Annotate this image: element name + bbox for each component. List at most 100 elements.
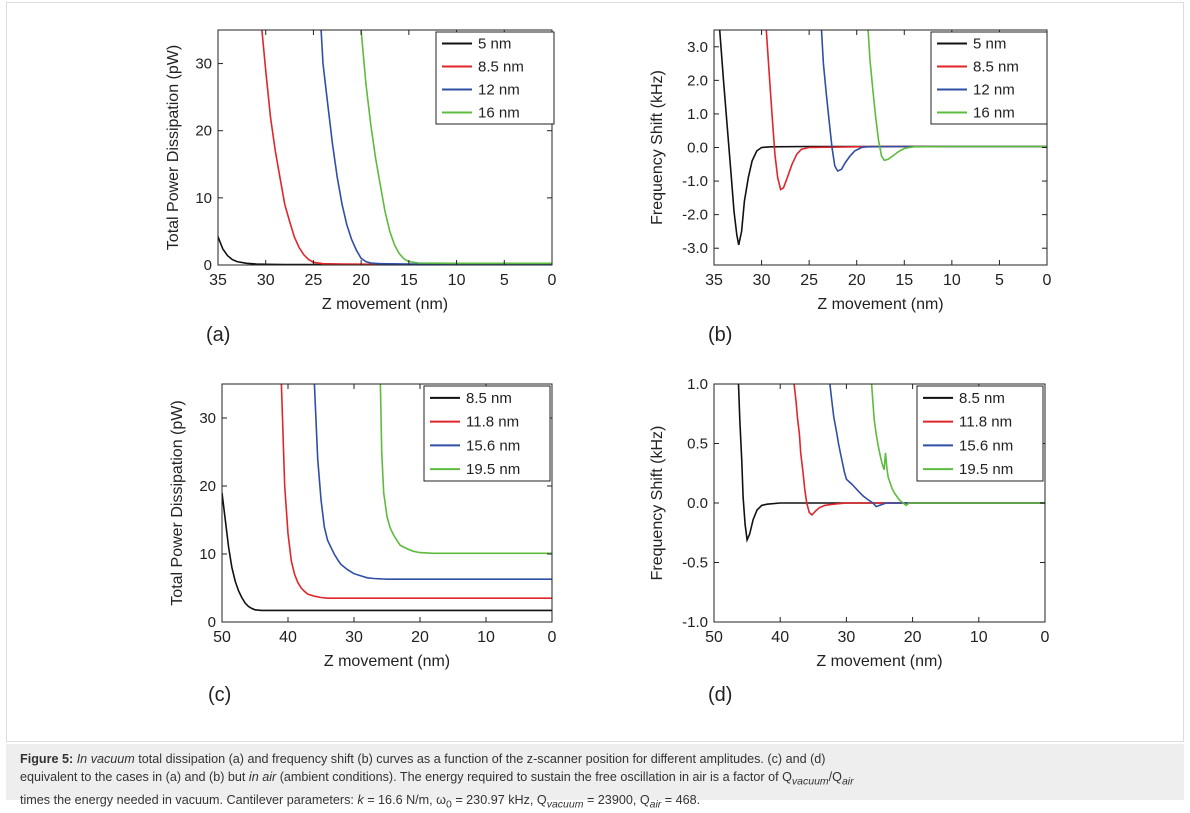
x-tick-label: 10 bbox=[943, 272, 961, 289]
caption-italic-1: In vacuum bbox=[76, 752, 135, 766]
x-tick-label: 0 bbox=[548, 629, 557, 646]
y-tick-label: 1.0 bbox=[687, 106, 708, 123]
y-tick-label: -2.0 bbox=[682, 207, 708, 224]
legend-box bbox=[916, 385, 1044, 482]
x-axis-label: Z movement (nm) bbox=[816, 653, 942, 670]
y-axis-label: Total Power Dissipation (pW) bbox=[165, 45, 182, 250]
chart-panel-a: 35 30 25 20 15 10 5 0 0 10 20 30 Z movement (nm) Tota… bbox=[165, 29, 557, 346]
series-line-12-nm bbox=[320, 30, 552, 265]
caption-sub-vacuum: vacuum bbox=[791, 775, 829, 788]
series-line-16-nm bbox=[360, 30, 552, 265]
panel-label: (a) bbox=[206, 324, 230, 346]
y-tick-label: 10 bbox=[195, 190, 212, 207]
legend-label: 12 nm bbox=[478, 82, 520, 99]
figure-frame bbox=[6, 2, 1184, 742]
y-tick-label: 3.0 bbox=[687, 39, 708, 56]
plot-frame bbox=[217, 29, 553, 266]
x-axis-label: Z movement (nm) bbox=[817, 296, 943, 313]
y-tick-label: 2.0 bbox=[687, 72, 708, 89]
x-tick-label: 40 bbox=[279, 629, 297, 646]
x-tick-label: 20 bbox=[352, 272, 370, 289]
y-axis-label: Frequency Shift (kHz) bbox=[649, 426, 666, 581]
x-tick-label: 25 bbox=[800, 272, 818, 289]
x-tick-label: 25 bbox=[305, 272, 323, 289]
panel-label: (c) bbox=[208, 684, 231, 706]
caption-text-3a: times the energy needed in vacuum. Canti… bbox=[20, 792, 358, 807]
x-tick-label: 20 bbox=[411, 629, 429, 646]
caption-k: k bbox=[357, 792, 364, 807]
series-line-15-6-nm bbox=[313, 384, 552, 581]
x-tick-label: 20 bbox=[848, 272, 866, 289]
caption-sub-vacuum-2: vacuum bbox=[546, 798, 584, 811]
panel-label: (d) bbox=[708, 684, 732, 706]
series-line-19-5-nm bbox=[870, 384, 1045, 507]
chart-panel-b: 35 30 25 20 15 10 5 0 -3.0 -2.0 -1.0 0.0 1.0 2.0 3.0 Z … bbox=[649, 29, 1052, 346]
y-tick-label: 10 bbox=[199, 546, 216, 563]
legend-label: 12 nm bbox=[973, 82, 1015, 99]
x-tick-label: 0 bbox=[1043, 272, 1052, 289]
x-tick-label: 30 bbox=[753, 272, 771, 289]
legend-label: 8.5 nm bbox=[973, 59, 1019, 76]
y-tick-label: 1.0 bbox=[687, 376, 708, 393]
y-tick-label: 0.0 bbox=[687, 495, 708, 512]
caption-sub-air: air bbox=[841, 775, 854, 788]
legend-box bbox=[435, 31, 555, 125]
caption-text-3b: = 16.6 N/m, ω bbox=[363, 792, 446, 807]
legend-box bbox=[930, 31, 1048, 125]
legend-label: 5 nm bbox=[973, 36, 1006, 53]
series-line-11-8-nm bbox=[793, 384, 1045, 517]
y-tick-label: 0.5 bbox=[687, 436, 708, 453]
chart-panel-c: 50 40 30 20 10 0 0 10 20 30 Z movement (nm) Total P… bbox=[169, 383, 557, 706]
x-tick-label: 35 bbox=[209, 272, 227, 289]
y-tick-label: -0.5 bbox=[682, 555, 708, 572]
x-tick-label: 35 bbox=[705, 272, 723, 289]
x-tick-label: 5 bbox=[500, 272, 509, 289]
caption-label: Figure 5: bbox=[20, 752, 74, 766]
caption-sub-air-2: air bbox=[649, 798, 662, 811]
caption-text-1: total dissipation (a) and frequency shif… bbox=[134, 752, 826, 766]
x-tick-label: 30 bbox=[257, 272, 275, 289]
x-tick-label: 30 bbox=[838, 629, 856, 646]
x-tick-label: 5 bbox=[995, 272, 1004, 289]
series-line-8-5-nm bbox=[222, 492, 552, 612]
legend-label: 16 nm bbox=[973, 105, 1015, 122]
x-tick-label: 15 bbox=[400, 272, 418, 289]
legend-label: 16 nm bbox=[478, 105, 520, 122]
legend-label: 8.5 nm bbox=[478, 59, 524, 76]
caption-italic-2: in air bbox=[248, 770, 277, 784]
caption-text-2b: (ambient conditions). The energy require… bbox=[276, 770, 792, 784]
x-tick-label: 10 bbox=[477, 629, 495, 646]
legend-label: 19.5 nm bbox=[466, 461, 520, 478]
x-tick-label: 40 bbox=[771, 629, 789, 646]
y-tick-label: -3.0 bbox=[682, 240, 708, 257]
series-line-15-6-nm bbox=[829, 384, 1045, 508]
caption-text-2c: /Q bbox=[828, 770, 842, 784]
series-line-5-nm bbox=[218, 233, 552, 265]
x-tick-label: 20 bbox=[904, 629, 922, 646]
y-axis-label: Frequency Shift (kHz) bbox=[649, 70, 666, 225]
caption-text-3c: = 230.97 kHz, Q bbox=[451, 792, 547, 807]
y-tick-label: 0 bbox=[208, 614, 216, 631]
series-line-11-8-nm bbox=[280, 384, 552, 600]
panel-label: (b) bbox=[708, 324, 732, 346]
y-axis-label: Total Power Dissipation (pW) bbox=[169, 400, 186, 605]
x-axis-label: Z movement (nm) bbox=[324, 653, 450, 670]
y-tick-label: 30 bbox=[195, 56, 212, 73]
y-tick-label: -1.0 bbox=[682, 173, 708, 190]
y-tick-label: 20 bbox=[199, 478, 216, 495]
plot-frame bbox=[221, 383, 553, 623]
legend-box bbox=[423, 385, 551, 482]
legend-label: 11.8 nm bbox=[466, 414, 519, 431]
x-tick-label: 10 bbox=[448, 272, 466, 289]
figure-caption: Figure 5: In vacuum total dissipation (a… bbox=[6, 744, 1184, 810]
legend-label: 11.8 nm bbox=[959, 414, 1012, 431]
y-tick-label: 0 bbox=[204, 257, 212, 274]
series-line-19-5-nm bbox=[379, 384, 552, 555]
chart-panel-d: 50 40 30 20 10 0 -1.0 -0.5 0.0 0.5 1.0 Z movement (… bbox=[649, 376, 1050, 706]
caption-text-3e: = 468. bbox=[661, 792, 701, 807]
legend-label: 15.6 nm bbox=[959, 437, 1013, 454]
x-tick-label: 50 bbox=[213, 629, 231, 646]
series-line-16-nm bbox=[867, 30, 1047, 162]
y-tick-label: -1.0 bbox=[682, 614, 708, 631]
x-tick-label: 30 bbox=[345, 629, 363, 646]
